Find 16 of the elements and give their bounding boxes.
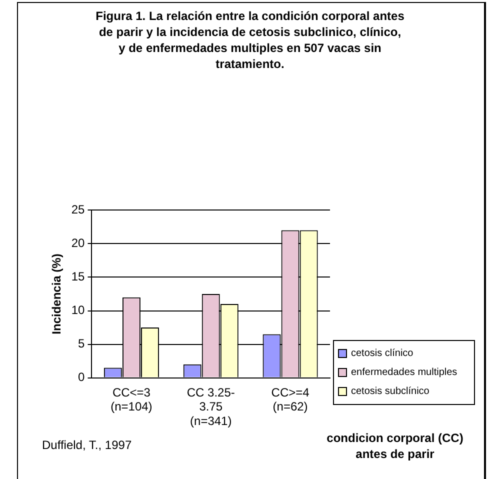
y-tick-label: 25 [71,202,86,217]
y-tick-label: 20 [71,236,86,250]
legend-label: cetosis subclínico [351,386,430,397]
y-axis-title: Incidencia (%) [50,254,64,334]
y-tick-label: 0 [78,370,86,384]
y-tick-label: 5 [78,336,86,351]
x-tick-label: CC>=4 (n=62) [271,385,310,414]
y-tick-label: 15 [71,270,86,284]
legend-label: enfermedades multiples [351,367,458,378]
chart-title: Figura 1. La relación entre la condición corporal antes de parir y la incidencia de cetosis subclinico, clínico, y de enfermedades multiples en 507 vacas sin tratamiento. [95,8,405,72]
x-axis-title: condicion corporal (CC) antes de parir [326,430,464,462]
legend-label: cetosis clínico [351,348,414,359]
y-tick-label: 10 [71,303,86,318]
x-tick-label: CC<=3 (n=104) [110,385,152,414]
x-tick-label: CC 3.25-3.75 (n=341) [186,385,235,428]
text: Duffield, T., 1997 [42,438,132,452]
